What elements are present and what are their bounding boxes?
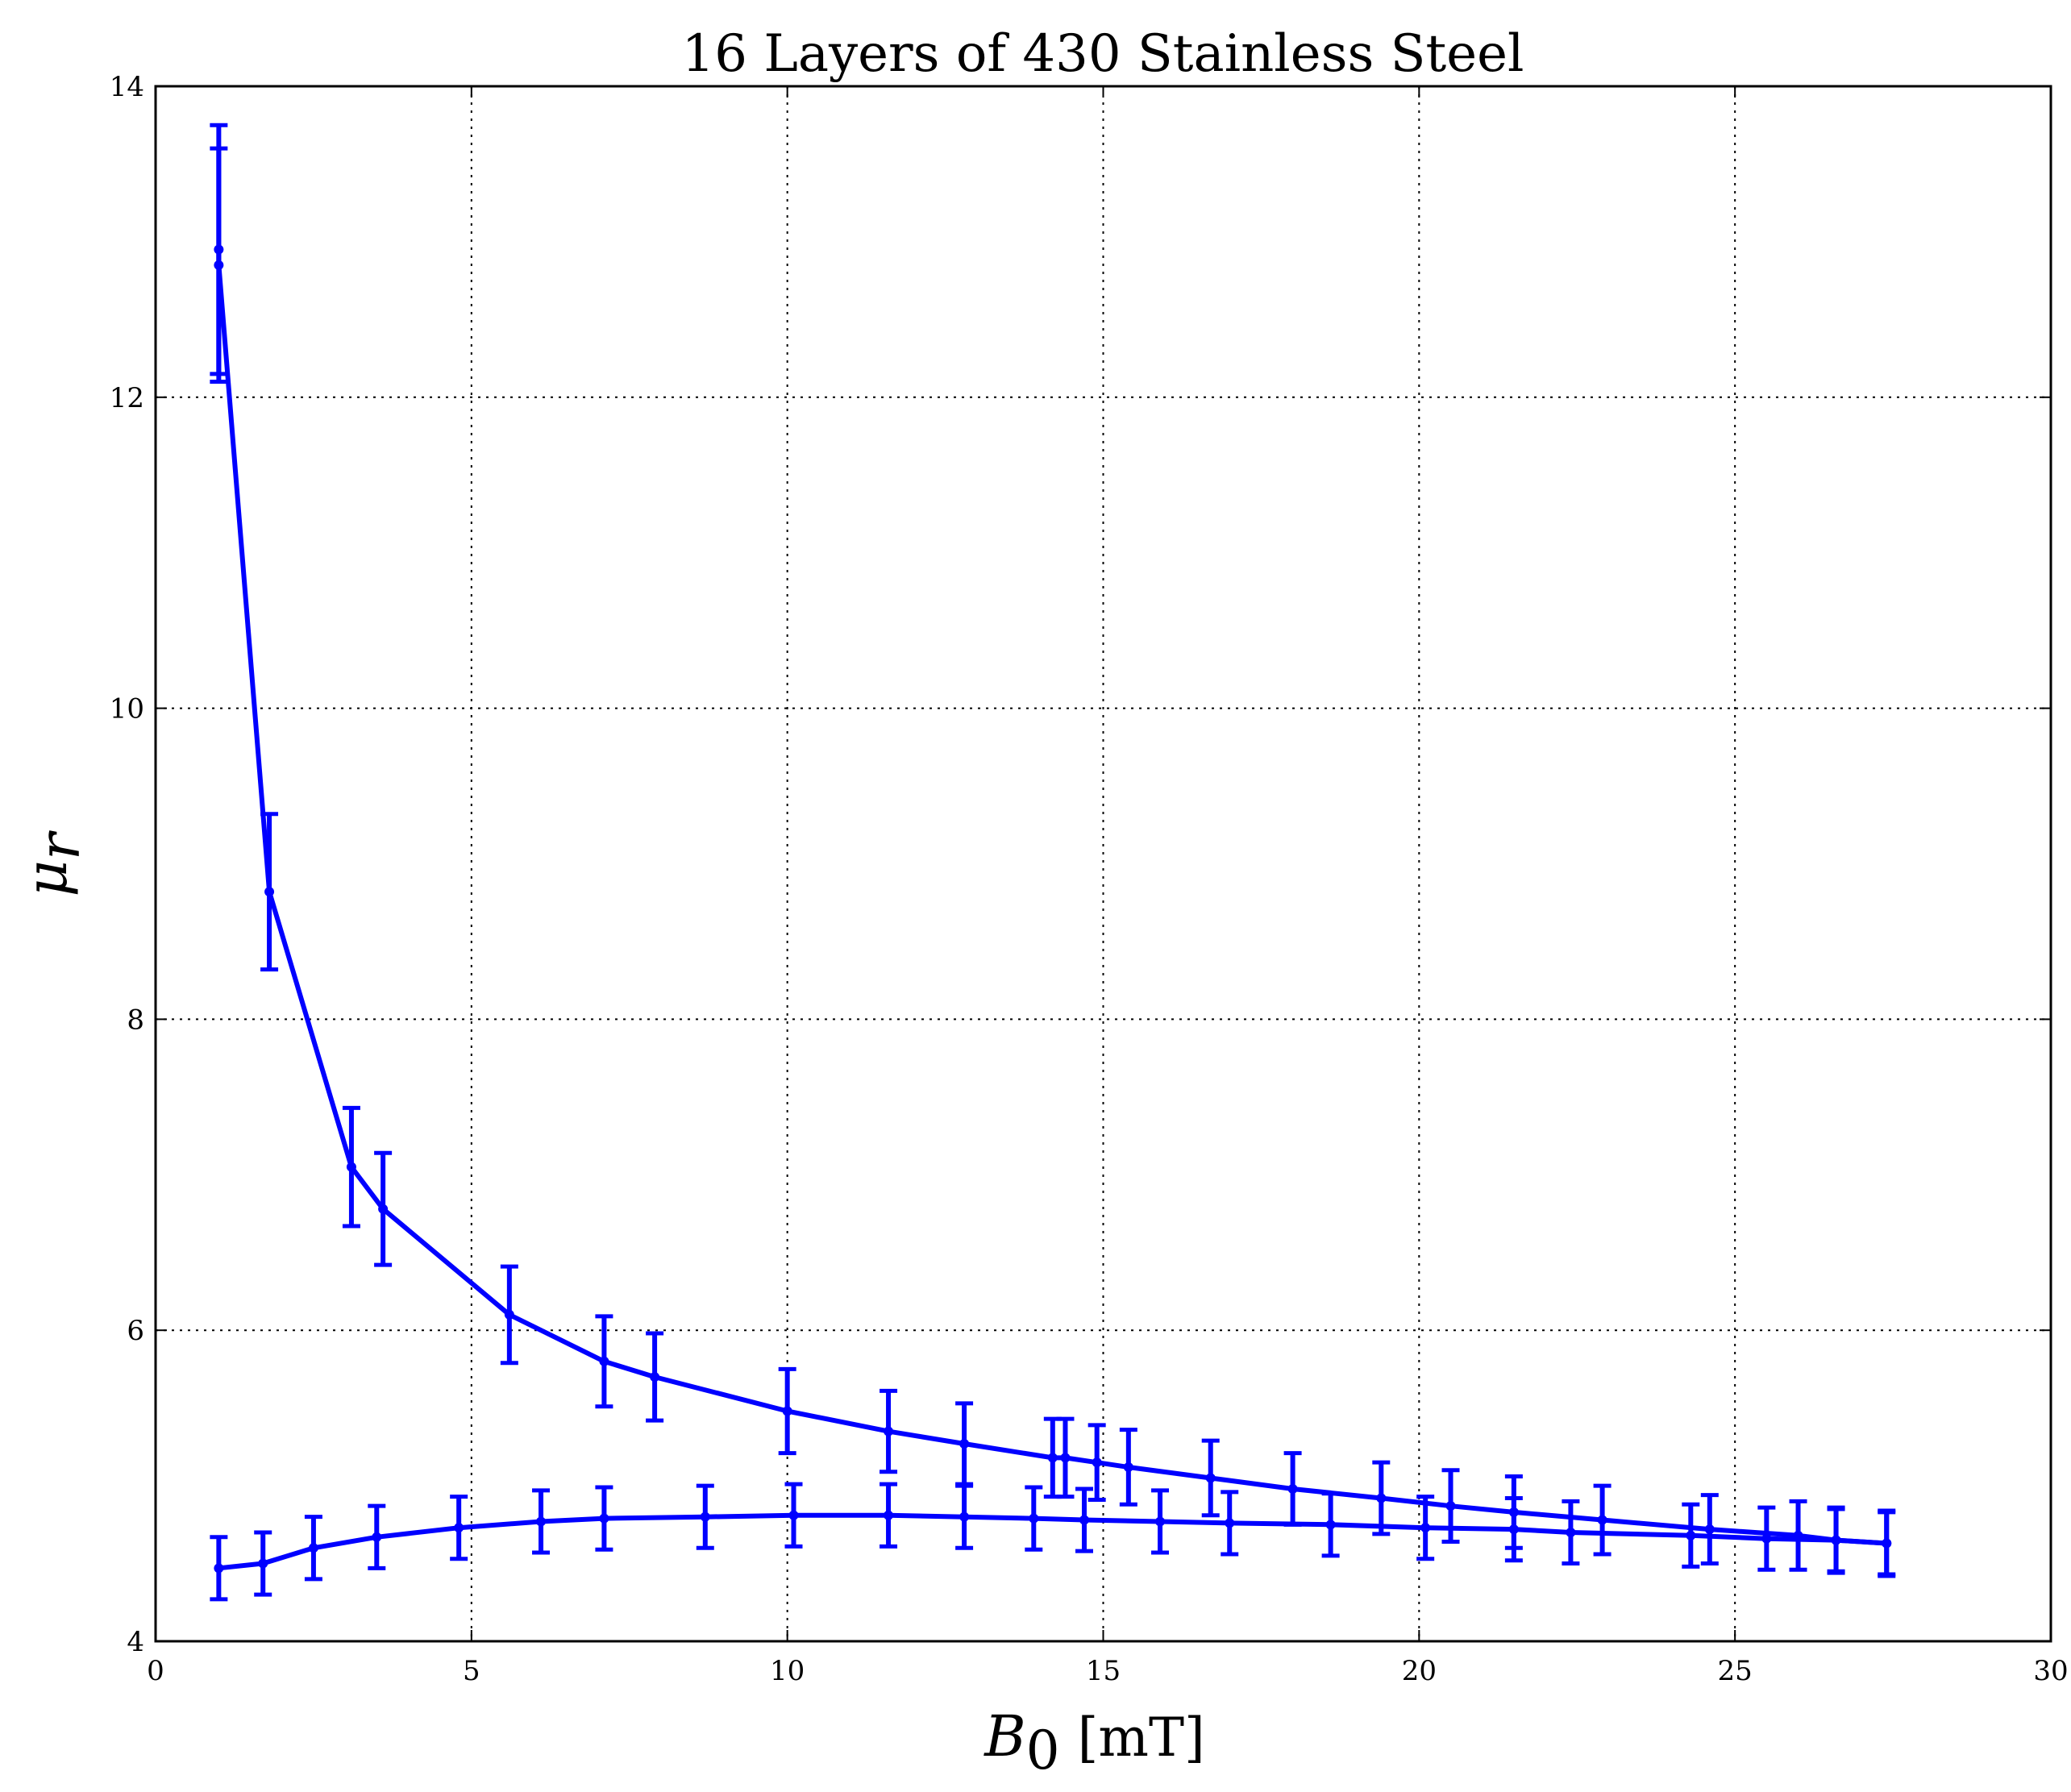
data-point — [454, 1523, 464, 1533]
data-point — [1831, 1535, 1841, 1545]
x-tick-label: 15 — [1086, 1655, 1121, 1687]
y-tick-label: 10 — [110, 693, 144, 726]
data-point — [258, 1558, 268, 1569]
x-axis-label: B0 [mT] — [983, 1703, 1205, 1782]
data-point — [378, 1204, 389, 1214]
data-point — [1761, 1533, 1772, 1544]
data-point — [1508, 1524, 1519, 1535]
x-tick-label: 10 — [770, 1655, 805, 1687]
data-point — [1079, 1515, 1089, 1525]
data-point — [1325, 1520, 1336, 1530]
data-point — [1123, 1461, 1133, 1472]
grid — [156, 86, 2051, 1641]
data-point — [782, 1406, 792, 1416]
data-point — [264, 887, 275, 897]
y-tick-labels: 4 6 8 10 12 14 — [110, 71, 144, 1658]
x-tick-label: 30 — [2033, 1655, 2068, 1687]
data-point — [1686, 1530, 1696, 1540]
data-point — [1225, 1518, 1235, 1528]
data-point — [1047, 1453, 1058, 1463]
tick-marks — [155, 85, 2052, 1642]
y-tick-label: 8 — [127, 1004, 144, 1036]
data-point — [884, 1426, 894, 1437]
data-point — [1704, 1524, 1715, 1535]
data-point — [1566, 1527, 1576, 1537]
data-point — [536, 1516, 547, 1527]
data-point — [599, 1513, 609, 1524]
y-tick-label: 12 — [110, 382, 144, 414]
data-point — [1029, 1513, 1039, 1524]
data-point — [1882, 1538, 1892, 1549]
y-tick-label: 14 — [110, 71, 144, 103]
y-tick-label: 6 — [127, 1315, 144, 1347]
x-axis-subscript: 0 — [1026, 1719, 1060, 1782]
data-point — [788, 1510, 799, 1520]
data-point — [599, 1356, 609, 1366]
data-point — [1060, 1453, 1071, 1463]
x-tick-label: 0 — [147, 1655, 164, 1687]
x-axis-unit: [mT] — [1078, 1707, 1205, 1769]
data-point — [1376, 1493, 1387, 1503]
data-point — [959, 1511, 970, 1522]
y-axis-label: μr — [14, 830, 93, 897]
data-point — [504, 1309, 514, 1320]
y-axis-symbol: μ — [14, 860, 80, 897]
data-point — [1092, 1457, 1102, 1468]
series-layer — [210, 123, 1896, 1602]
x-tick-labels: 0 5 10 15 20 25 30 — [147, 1655, 2068, 1687]
data-point — [1420, 1523, 1431, 1533]
data-point — [346, 1162, 356, 1172]
data-point — [372, 1532, 382, 1542]
data-point — [700, 1511, 710, 1522]
x-tick-label: 25 — [1718, 1655, 1753, 1687]
chart-title: 16 Layers of 430 Stainless Steel — [682, 24, 1524, 84]
data-point — [214, 260, 224, 270]
data-point — [1287, 1483, 1298, 1494]
data-point — [1205, 1473, 1216, 1483]
data-point — [308, 1543, 318, 1553]
y-axis-subscript: r — [27, 830, 93, 860]
data-point — [1445, 1501, 1456, 1511]
data-point — [1155, 1516, 1166, 1527]
series-2 — [210, 1482, 1896, 1602]
data-point — [214, 1563, 224, 1574]
x-tick-label: 5 — [463, 1655, 480, 1687]
data-point — [884, 1510, 894, 1520]
x-tick-label: 20 — [1402, 1655, 1437, 1687]
data-point — [1597, 1515, 1607, 1525]
data-point — [959, 1439, 970, 1449]
data-point — [650, 1372, 660, 1382]
x-axis-symbol: B — [983, 1703, 1025, 1769]
y-tick-label: 4 — [127, 1626, 144, 1658]
